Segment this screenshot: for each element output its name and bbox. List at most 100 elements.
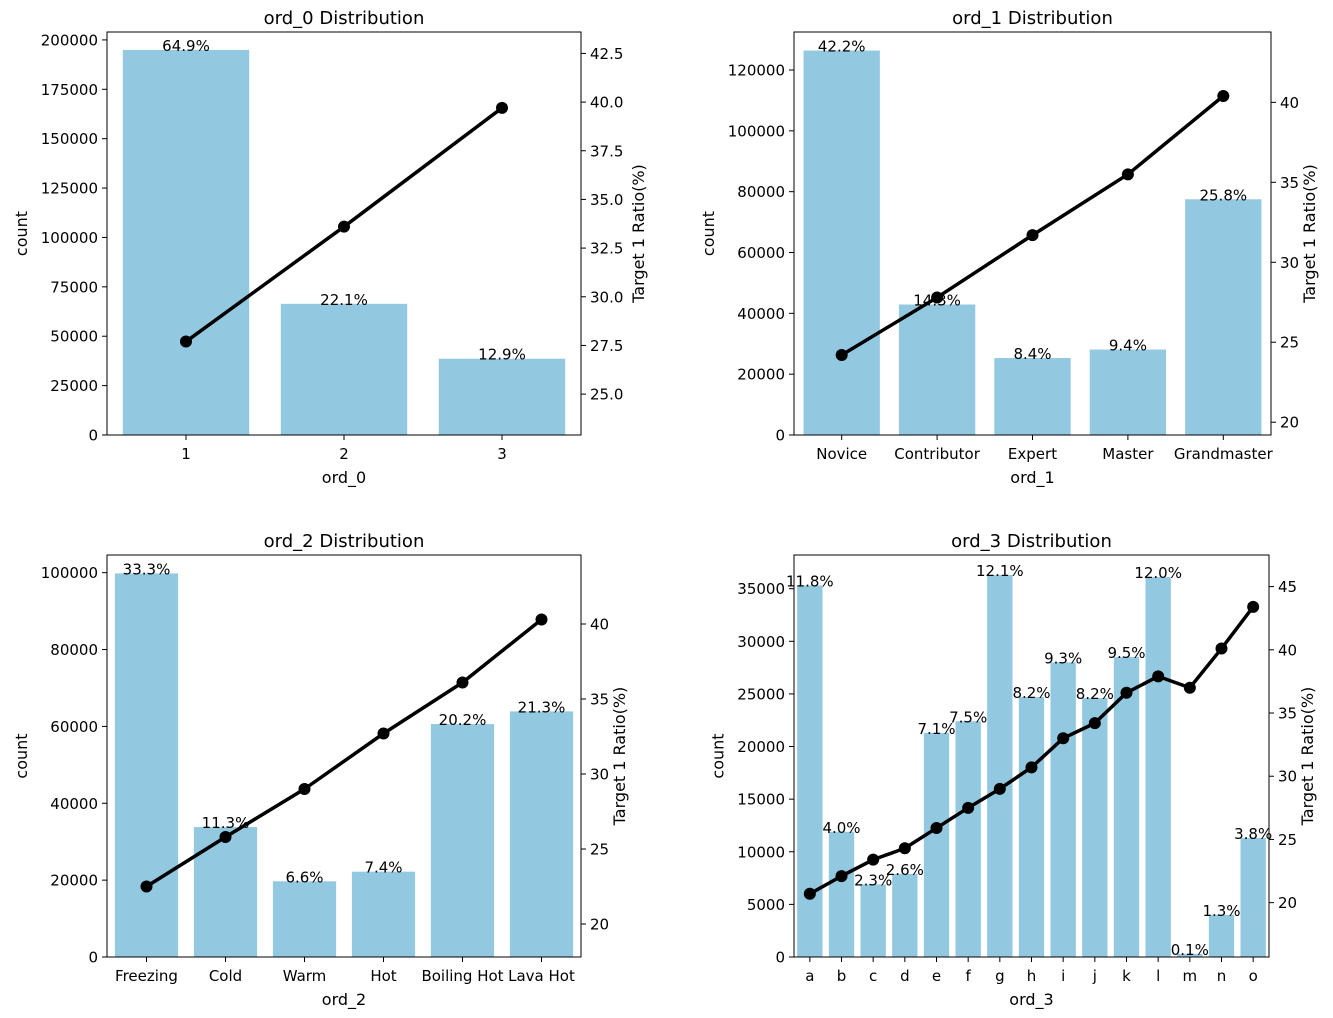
bar-percent-label: 8.4%	[1013, 345, 1051, 363]
bar-percent-label: 3.8%	[1234, 825, 1272, 843]
x-tick-label: Lava Hot	[508, 967, 575, 985]
bar	[1018, 697, 1045, 957]
bar-percent-label: 64.9%	[162, 37, 210, 55]
y-axis-label: count	[709, 733, 728, 778]
target-ratio-point	[1217, 89, 1230, 102]
y-tick-label: 120000	[728, 62, 785, 80]
x-tick-label: n	[1217, 967, 1227, 985]
y2-tick-label: 37.5	[590, 142, 623, 160]
bar-percent-label: 7.4%	[364, 859, 402, 877]
x-tick-label: Expert	[1008, 445, 1057, 463]
x-axis-label: ord_3	[1009, 990, 1053, 1010]
target-ratio-point	[930, 822, 943, 835]
target-ratio-point	[931, 291, 944, 304]
x-tick-label: l	[1156, 967, 1160, 985]
bar	[351, 871, 416, 957]
x-tick-label: Grandmaster	[1174, 445, 1274, 463]
bar-percent-label: 1.3%	[1202, 902, 1240, 920]
bar	[803, 50, 880, 435]
y-tick-label: 125000	[41, 180, 98, 198]
y2-tick-label: 45	[1278, 578, 1297, 596]
y-tick-label: 80000	[50, 641, 98, 659]
target-ratio-point	[962, 801, 975, 814]
chart-panel-ord-2: 33.3% 11.3% 6.6% 7.4% 20.2% 21.3% 0 20000 40000 6…	[12, 531, 629, 1010]
target-ratio-point	[219, 831, 232, 843]
bar	[1208, 914, 1235, 957]
y2-tick-label: 35	[1280, 174, 1299, 192]
y2-tick-label: 40	[590, 616, 609, 634]
target-ratio-point	[803, 887, 816, 900]
y-tick-label: 60000	[737, 244, 785, 262]
y-tick-label: 25000	[50, 377, 98, 395]
x-tick-label: Warm	[283, 967, 327, 985]
y-tick-label: 20000	[50, 872, 98, 890]
bar	[272, 881, 337, 957]
x-tick-label: Freezing	[115, 967, 178, 985]
bar-percent-label: 11.8%	[786, 573, 834, 591]
y-tick-label: 0	[88, 949, 98, 967]
y-tick-label: 100000	[728, 122, 785, 140]
bar	[828, 831, 855, 957]
bar	[430, 724, 495, 957]
chart-panel-ord-0: 64.9%22.1%12.9%0250005000075000100000125…	[12, 8, 648, 488]
bar-percent-label: 8.2%	[1012, 684, 1050, 702]
x-axis-label: ord_2	[322, 990, 366, 1010]
bar-percent-label: 9.5%	[1107, 644, 1145, 662]
bar	[438, 358, 566, 435]
x-tick-label: Boiling Hot	[421, 967, 503, 985]
y-tick-label: 0	[775, 427, 785, 445]
bar	[509, 711, 574, 957]
x-tick-label: h	[1027, 967, 1037, 985]
target-ratio-point	[1152, 670, 1165, 683]
target-ratio-point	[835, 349, 848, 362]
bar-percent-label: 12.1%	[976, 562, 1024, 580]
y2-tick-label: 20	[1280, 414, 1299, 432]
x-tick-label: Contributor	[894, 445, 980, 463]
bar	[1082, 698, 1108, 957]
target-ratio-point	[377, 727, 390, 740]
target-ratio-point	[338, 220, 350, 233]
x-tick-label: 2	[339, 445, 349, 463]
target-ratio-point	[1088, 717, 1101, 730]
bar-percent-label: 6.6%	[285, 868, 323, 886]
y-axis-label: count	[699, 211, 718, 256]
target-ratio-point	[140, 880, 153, 893]
bar	[1050, 662, 1076, 957]
bar-percent-label: 4.0%	[822, 819, 860, 837]
bar-percent-label: 9.3%	[1044, 649, 1082, 667]
target-ratio-point	[456, 676, 469, 689]
bar	[892, 873, 918, 957]
x-axis-label: ord_0	[322, 468, 366, 488]
y-tick-label: 100000	[41, 229, 98, 247]
x-tick-label: g	[995, 967, 1005, 985]
bar-percent-label: 7.5%	[949, 708, 987, 726]
bar-percent-label: 9.4%	[1109, 337, 1147, 355]
bar-percent-label: 7.1%	[917, 720, 955, 738]
y2-tick-label: 25	[590, 841, 609, 859]
y2-tick-label: 40.0	[590, 94, 623, 112]
bar	[1145, 577, 1171, 957]
bar	[122, 49, 250, 435]
bar	[797, 585, 823, 957]
bar	[955, 721, 981, 957]
y2-tick-label: 25.0	[590, 386, 623, 404]
chart-panel-ord-1: 42.2%14.3%8.4%9.4%25.8%02000040000600008…	[699, 8, 1319, 488]
y-tick-label: 40000	[50, 795, 98, 813]
bar-percent-label: 20.2%	[439, 711, 487, 729]
bar-percent-label: 12.9%	[478, 346, 526, 364]
bar	[898, 304, 976, 435]
target-ratio-point	[1057, 732, 1070, 745]
y2-tick-label: 30	[1278, 768, 1297, 786]
x-axis-label: ord_1	[1010, 468, 1054, 488]
target-ratio-point	[867, 853, 880, 866]
y-axis-label: count	[12, 211, 31, 256]
target-ratio-point	[1183, 681, 1196, 694]
bar	[1185, 199, 1262, 435]
target-ratio-point	[898, 842, 911, 855]
y2-tick-label: 35.0	[590, 191, 623, 209]
target-ratio-point	[835, 870, 848, 883]
x-tick-label: Novice	[816, 445, 867, 463]
y-tick-label: 20000	[737, 738, 785, 756]
y-tick-label: 20000	[737, 366, 785, 384]
